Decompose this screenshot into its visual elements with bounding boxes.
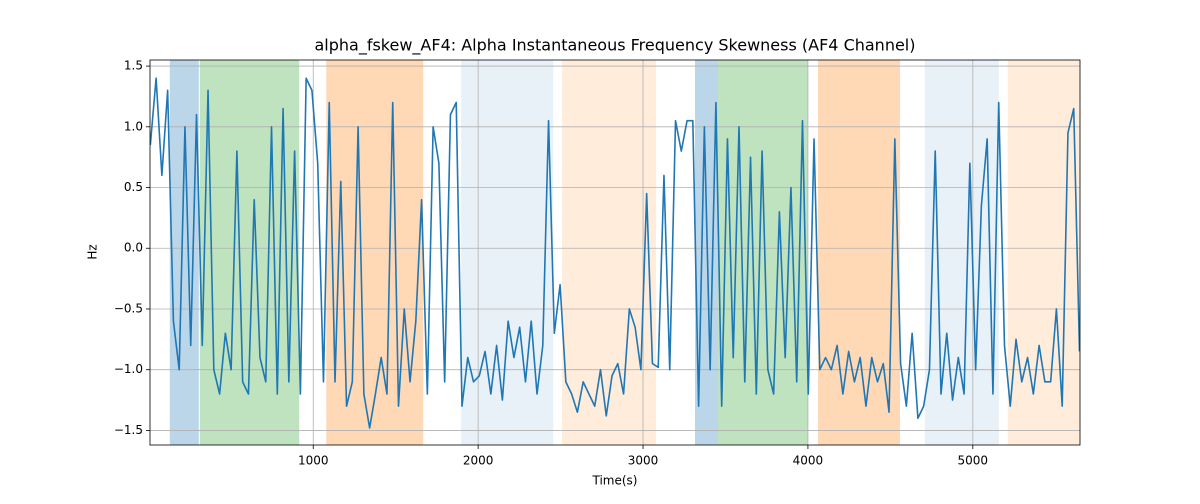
y-tick-label: 1.0 — [124, 119, 143, 133]
x-tick-label: 1000 — [298, 454, 329, 468]
y-tick-label: −1.0 — [114, 362, 143, 376]
data-line — [150, 77, 1080, 429]
x-tick-label: 4000 — [793, 454, 824, 468]
shaded-span — [817, 60, 900, 445]
x-tick-label: 2000 — [463, 454, 494, 468]
x-tick-label: 5000 — [958, 454, 989, 468]
shaded-span — [562, 60, 657, 445]
shaded-span — [718, 60, 808, 445]
x-tick-label: 3000 — [628, 454, 659, 468]
spans — [169, 60, 1080, 445]
shaded-span — [199, 60, 300, 445]
y-tick-label: 1.5 — [124, 59, 143, 73]
shaded-span — [461, 60, 554, 445]
y-tick-label: 0.0 — [124, 241, 143, 255]
y-tick-label: −0.5 — [114, 301, 143, 315]
shaded-span — [1007, 60, 1080, 445]
chart-title: alpha_fskew_AF4: Alpha Instantaneous Fre… — [314, 36, 915, 56]
y-axis-label: Hz — [86, 244, 100, 259]
shaded-span — [694, 60, 719, 445]
y-tick-label: 0.5 — [124, 180, 143, 194]
shaded-span — [924, 60, 999, 445]
axes-frame — [149, 59, 1081, 446]
plot — [150, 77, 1080, 429]
x-axis-label: Time(s) — [592, 474, 638, 488]
shaded-span — [326, 60, 424, 445]
grid — [150, 60, 1080, 445]
y-tick-label: −1.5 — [114, 423, 143, 437]
shaded-span — [169, 60, 199, 445]
